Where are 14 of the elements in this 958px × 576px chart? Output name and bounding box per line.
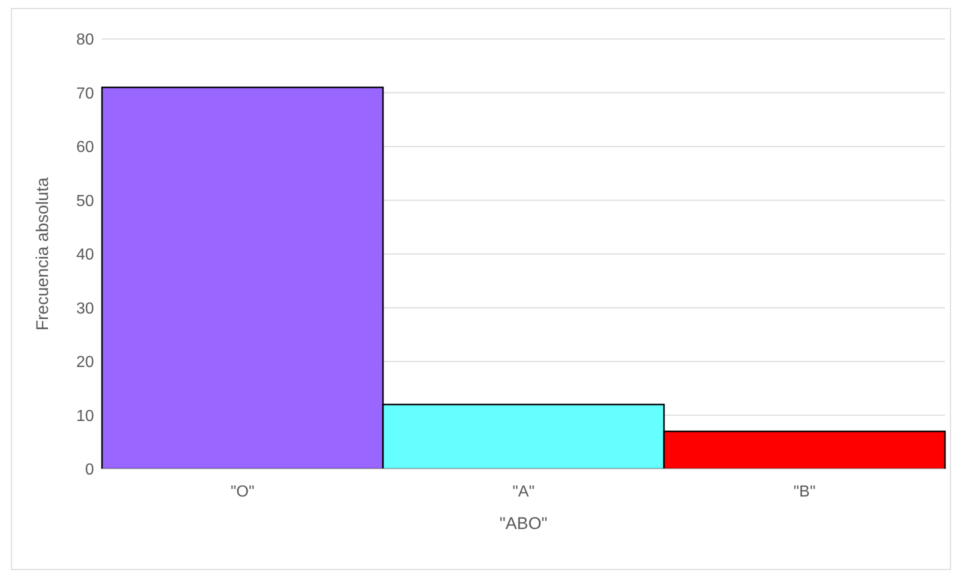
y-tick-label: 60 (76, 139, 94, 156)
y-tick-label: 10 (76, 408, 94, 425)
x-axis-title: "ABO" (500, 514, 548, 533)
y-tick-label: 50 (76, 192, 94, 210)
y-axis-title: Frecuencia absoluta (33, 176, 52, 331)
y-tick-label: 80 (76, 32, 94, 49)
y-tick-label: 30 (76, 300, 94, 318)
y-tick-label: 0 (85, 462, 94, 479)
x-tick-label: "A" (512, 483, 535, 500)
y-tick-label: 20 (76, 354, 94, 372)
y-tick-label: 40 (76, 246, 94, 264)
y-tick-label: 70 (76, 85, 94, 102)
x-tick-label: "B" (793, 483, 816, 500)
x-tick-label: "O" (230, 483, 254, 500)
